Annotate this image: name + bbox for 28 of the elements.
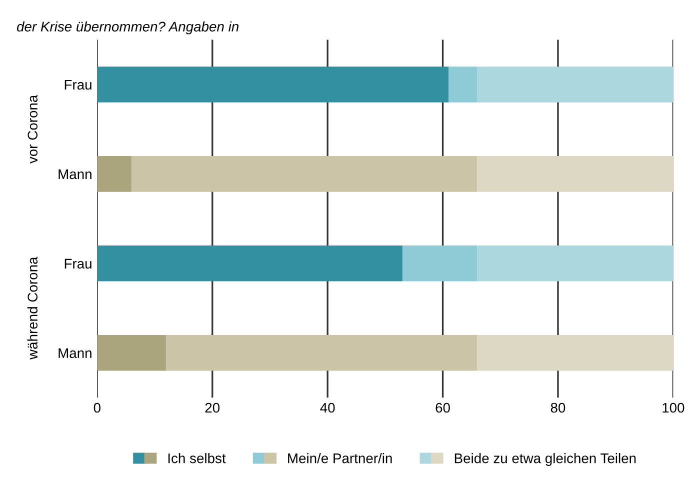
- text: während Corona: [27, 256, 38, 360]
- legend-label: Mein/e Partner/in: [288, 453, 392, 464]
- bar: [477, 66, 674, 102]
- bar: [132, 156, 478, 192]
- text: vor Corona: [28, 94, 38, 164]
- bar: [166, 334, 478, 371]
- y-tick-label: Mann: [58, 348, 92, 358]
- y-tick-label: Frau: [64, 258, 92, 269]
- bar: [402, 246, 478, 282]
- x-tick-label: 40: [320, 402, 335, 413]
- bar: [477, 246, 674, 282]
- bar: [477, 156, 674, 192]
- bar: [97, 66, 449, 102]
- bar: [97, 246, 402, 282]
- x-tick-label: 20: [205, 402, 220, 413]
- x-tick-label: 60: [436, 402, 450, 413]
- x-tick-label: 100: [662, 402, 684, 413]
- legend-label: Ich selbst: [168, 453, 226, 464]
- legend-label: Beide zu etwa gleichen Teilen: [454, 453, 636, 466]
- y-tick-label: Mann: [58, 169, 92, 180]
- bar: [97, 334, 166, 371]
- bar: [97, 156, 132, 192]
- y-tick-label: Frau: [64, 80, 92, 90]
- x-tick-label: 0: [94, 402, 100, 413]
- x-tick-label: 80: [550, 402, 566, 413]
- bar: [477, 334, 674, 371]
- chart-title: der Krise übernommen? Angaben in: [16, 21, 238, 34]
- bar: [448, 66, 478, 102]
